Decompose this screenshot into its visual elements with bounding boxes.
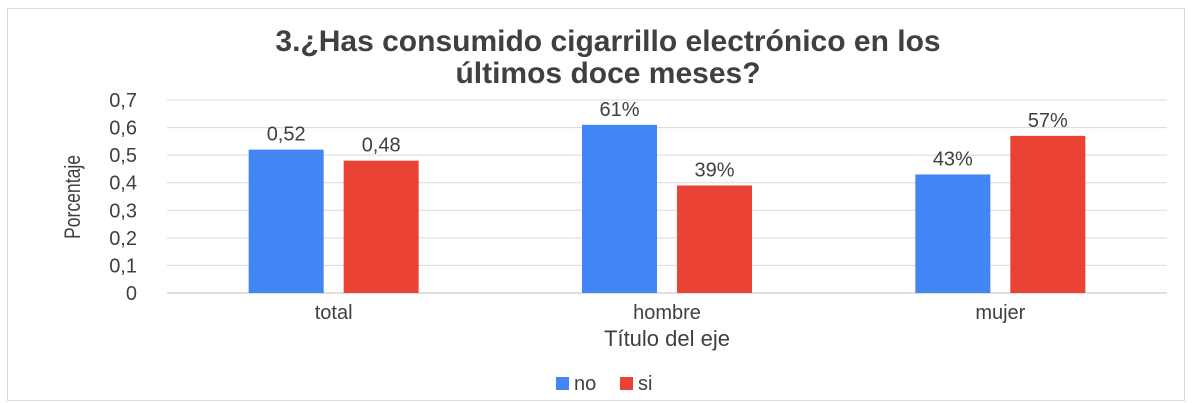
legend-swatch-no bbox=[556, 377, 569, 390]
legend-swatch-si bbox=[620, 377, 633, 390]
data-labels: 0,52 0,48 61% 39% 43% 57% bbox=[267, 99, 1068, 182]
x-axis-title: Título del eje bbox=[604, 326, 730, 351]
gridlines bbox=[167, 99, 1167, 294]
legend-label-no: no bbox=[574, 373, 596, 395]
y-tick-label: 0,4 bbox=[109, 173, 137, 195]
y-tick-label: 0,2 bbox=[109, 228, 137, 250]
data-label-no-total: 0,52 bbox=[267, 124, 306, 146]
bars bbox=[248, 124, 1086, 293]
y-tick-label: 0,1 bbox=[109, 255, 137, 277]
data-label-si-total: 0,48 bbox=[362, 135, 401, 157]
y-tick-label: 0 bbox=[126, 283, 137, 305]
data-label-no-mujer: 43% bbox=[933, 148, 973, 170]
bar-no-total bbox=[248, 149, 324, 293]
bar-si-mujer bbox=[1010, 135, 1086, 293]
category-label: total bbox=[315, 302, 353, 324]
category-label: mujer bbox=[975, 302, 1025, 324]
y-tick-label: 0,5 bbox=[109, 145, 137, 167]
y-tick-label: 0,7 bbox=[109, 90, 137, 112]
bar-no-mujer bbox=[915, 174, 991, 293]
category-label: hombre bbox=[633, 302, 701, 324]
legend: no si bbox=[556, 373, 652, 395]
legend-label-si: si bbox=[638, 373, 652, 395]
chart-title-line-2: últimos doce meses? bbox=[455, 57, 760, 90]
y-axis-title: Porcentaje bbox=[61, 155, 85, 239]
data-label-si-hombre: 39% bbox=[694, 159, 734, 181]
bar-si-total bbox=[343, 160, 419, 293]
data-label-no-hombre: 61% bbox=[599, 99, 639, 121]
bar-si-hombre bbox=[677, 185, 752, 293]
y-tick-label: 0,3 bbox=[109, 200, 137, 222]
bar-no-hombre bbox=[582, 124, 657, 293]
x-axis-categories: total hombre mujer bbox=[315, 302, 1026, 324]
y-tick-label: 0,6 bbox=[109, 118, 137, 140]
y-axis-ticks: 0 0,1 0,2 0,3 0,4 0,5 0,6 0,7 bbox=[109, 90, 137, 305]
chart-title-line-1: 3.¿Has consumido cigarrillo electrónico … bbox=[275, 25, 940, 58]
data-label-si-mujer: 57% bbox=[1028, 110, 1068, 132]
